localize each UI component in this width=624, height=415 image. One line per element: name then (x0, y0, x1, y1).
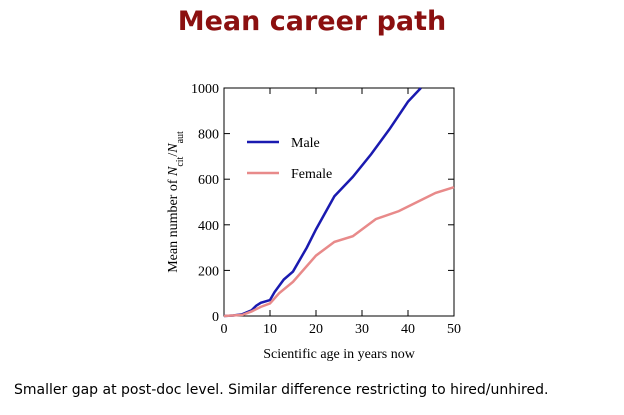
y-tick-label: 600 (198, 173, 219, 188)
x-axis-label: Scientific age in years now (263, 347, 416, 362)
y-axis-label-part: / (166, 153, 181, 157)
y-axis-label-part: Mean number of (166, 176, 181, 273)
y-tick-label: 800 (198, 128, 219, 143)
y-axis-label-part: aut (175, 131, 186, 143)
x-tick-label: 10 (263, 322, 277, 337)
slide-title: Mean career path (178, 6, 447, 37)
legend-label: Male (291, 136, 320, 151)
caption: Smaller gap at post-doc level. Similar d… (14, 382, 548, 398)
x-tick-label: 0 (221, 322, 228, 337)
y-tick-label: 1000 (191, 82, 219, 97)
x-tick-label: 20 (309, 322, 323, 337)
y-tick-label: 0 (212, 310, 219, 325)
line (223, 185, 455, 318)
x-tick-label: 40 (401, 322, 415, 337)
y-axis-label-part: N (166, 143, 181, 154)
y-tick-label: 400 (198, 219, 219, 234)
x-tick-label: 30 (355, 322, 369, 337)
y-tick-label: 200 (198, 264, 219, 279)
legend-label: Female (291, 167, 332, 182)
line (223, 87, 422, 318)
plot-frame (223, 87, 455, 317)
y-axis-label: Mean number of Ncit/Naut (166, 131, 186, 273)
y-axis-label-part: cit (175, 156, 186, 166)
x-tick-label: 50 (447, 322, 461, 337)
y-axis-label-part: N (166, 166, 181, 177)
